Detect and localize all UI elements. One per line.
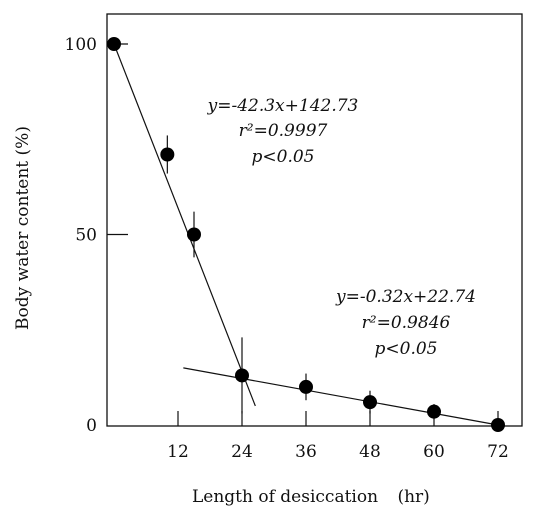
data-point-1 — [107, 37, 121, 51]
x-tick-label-36: 36 — [295, 442, 317, 462]
x-tick-label-12: 12 — [167, 442, 189, 462]
fit-1-p: p<0.05 — [252, 147, 315, 167]
x-tick-label-48: 48 — [359, 442, 381, 462]
data-point-6 — [363, 395, 377, 410]
y-tick-label-0: 0 — [86, 416, 97, 436]
y-tick-label-50: 50 — [75, 226, 97, 246]
fit-annotation-1: y=-42.3x+142.73 r²=0.9997 p<0.05 — [207, 96, 359, 167]
fit-line-2 — [183, 367, 499, 426]
data-point-4 — [235, 368, 249, 383]
plot-frame — [106, 13, 523, 427]
x-tick-label-24: 24 — [231, 442, 253, 462]
x-axis-label: Length of desiccation — [192, 487, 378, 507]
fit-1-equation: y=-42.3x+142.73 — [207, 96, 359, 116]
y-axis-title: Body water content (%) — [13, 126, 33, 330]
data-point-8 — [491, 418, 505, 432]
data-points — [107, 37, 505, 432]
fit-2-r2: r²=0.9846 — [362, 313, 451, 333]
x-axis-ticks: 12 24 36 48 60 72 — [167, 411, 509, 462]
x-axis-unit: (hr) — [397, 487, 429, 507]
fit-2-p: p<0.05 — [375, 339, 438, 359]
data-point-2 — [160, 147, 175, 162]
x-tick-label-72: 72 — [487, 442, 509, 462]
y-tick-label-100: 100 — [65, 35, 97, 55]
y-axis-ticks: 0 50 100 — [65, 35, 128, 436]
data-point-5 — [299, 379, 313, 394]
fit-2-equation: y=-0.32x+22.74 — [335, 287, 476, 307]
error-bars — [166, 135, 435, 420]
x-axis-title: Length of desiccation (hr) — [192, 487, 430, 507]
fit-1-r2: r²=0.9997 — [239, 121, 328, 141]
data-point-3 — [187, 227, 201, 242]
data-point-7 — [427, 404, 441, 419]
fit-annotation-2: y=-0.32x+22.74 r²=0.9846 p<0.05 — [335, 287, 476, 359]
x-tick-label-60: 60 — [423, 442, 445, 462]
fit-line-1 — [113, 43, 256, 407]
